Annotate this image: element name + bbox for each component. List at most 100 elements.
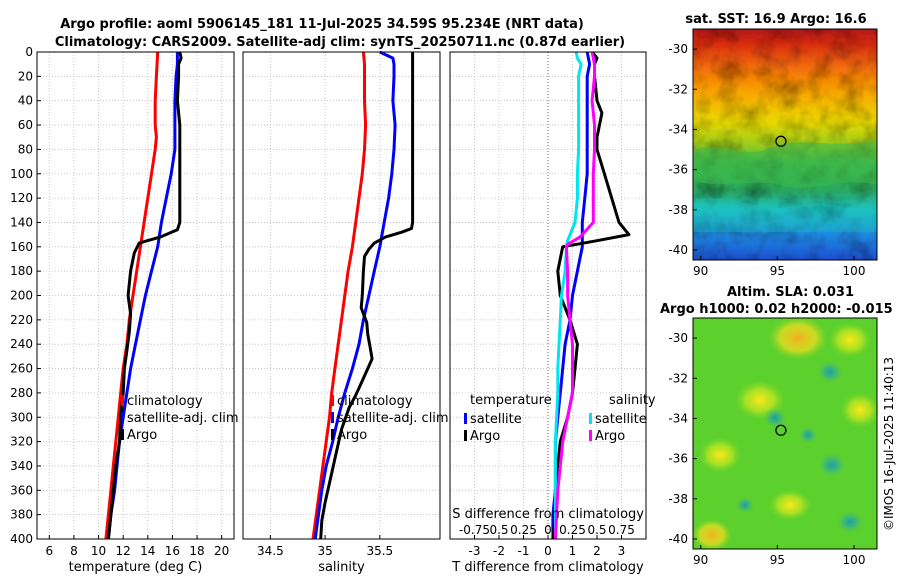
y-tick-label: 20 xyxy=(18,69,33,83)
map-y-tick-label: -34 xyxy=(668,411,688,425)
y-tick-label: 320 xyxy=(10,435,33,449)
sla-map-frame xyxy=(692,317,878,550)
x-tick-label: -3 xyxy=(469,544,481,558)
y-tick-label: 400 xyxy=(10,532,33,546)
y-tick-label: 60 xyxy=(18,118,33,132)
legend-label: climatology xyxy=(127,394,203,409)
series-line-argo xyxy=(106,51,183,540)
sla-yellow-blob xyxy=(698,437,742,473)
legend-swatch xyxy=(589,430,592,441)
sst-cyan-front xyxy=(693,198,877,232)
y-tick-label: 140 xyxy=(10,215,33,229)
legend-label: Argo xyxy=(337,428,367,443)
legend-swatch xyxy=(121,412,124,423)
map-y-tick-label: -34 xyxy=(668,122,688,136)
legend-swatch xyxy=(121,429,124,440)
sla-map-title-line2: Argo h1000: 0.02 h2000: -0.015 xyxy=(660,302,893,317)
sst-map-panel: sat. SST: 16.9 Argo: 16.6 90 95 100 -30 -32 -… xyxy=(668,12,878,278)
legend-swatch xyxy=(331,395,334,406)
legend-swatch xyxy=(464,413,467,424)
sla-blue-eddy xyxy=(817,452,847,478)
y-tick-label: 220 xyxy=(10,313,33,327)
x-tick-label: 1 xyxy=(569,544,577,558)
series-line-temperature-argo xyxy=(551,51,631,540)
sla-map-title-line1: Altim. SLA: 0.031 xyxy=(727,285,854,300)
sst-map-frame xyxy=(692,28,878,261)
x-tick-label: 18 xyxy=(189,544,204,558)
x-tick-label: -1 xyxy=(518,544,530,558)
map-y-tick-label: -32 xyxy=(668,82,688,96)
sla-argo-position-marker xyxy=(775,424,787,436)
x-tick-label: 8 xyxy=(70,544,78,558)
map-y-tick-label: -40 xyxy=(668,532,688,546)
sla-map-panel: Altim. SLA: 0.031 Argo h1000: 0.02 h2000… xyxy=(660,285,893,567)
map-x-tick-label: 95 xyxy=(770,264,785,278)
y-tick-label: 280 xyxy=(10,386,33,400)
x-tick-label: 35 xyxy=(317,544,332,558)
sla-blue-eddy xyxy=(735,496,755,514)
sla-yellow-blob xyxy=(768,489,812,521)
x-tick-label: 10 xyxy=(91,544,106,558)
s-tick-label: 0.5 xyxy=(587,523,606,537)
map-y-tick-label: -30 xyxy=(668,42,688,56)
top-axis-label: S difference from climatology xyxy=(452,507,644,522)
s-tick-label: 0.25 xyxy=(559,523,586,537)
legend-label: satellite xyxy=(470,412,522,427)
legend-label: Argo xyxy=(595,429,625,444)
s-tick-label: 0.25 xyxy=(510,523,537,537)
y-tick-label: 380 xyxy=(10,508,33,522)
difference-profile-panel: -3 -2 -1 0 1 2 3 T difference from climatology S… xyxy=(449,51,656,575)
y-tick-label: 160 xyxy=(10,240,33,254)
sst-argo-position-marker xyxy=(775,135,787,147)
sla-blue-eddy xyxy=(763,407,787,429)
y-tick-label: 260 xyxy=(10,362,33,376)
legend-swatch xyxy=(464,430,467,441)
y-tick-label: 360 xyxy=(10,483,33,497)
sst-green-tongue xyxy=(693,140,877,188)
map-y-tick-label: -32 xyxy=(668,371,688,385)
legend-label: climatology xyxy=(337,394,413,409)
sla-yellow-blob xyxy=(828,322,872,358)
sla-blue-eddy xyxy=(816,360,844,384)
s-tick-label: 0.5 xyxy=(489,523,508,537)
map-y-tick-label: -36 xyxy=(668,452,688,466)
legend-label: satellite-adj. clim xyxy=(337,411,449,426)
x-tick-label: 20 xyxy=(214,544,229,558)
x-tick-label: 34.5 xyxy=(257,544,284,558)
sla-yellow-blob xyxy=(692,519,732,551)
legend-header: salinity xyxy=(609,393,656,408)
plot-frame xyxy=(36,51,235,540)
series-line-climatology xyxy=(104,51,160,540)
legend-swatch xyxy=(589,413,592,424)
map-y-tick-label: -38 xyxy=(668,203,688,217)
legend-label: Argo xyxy=(127,428,157,443)
legend-label: satellite-adj. clim xyxy=(127,411,239,426)
x-tick-label: 6 xyxy=(45,544,53,558)
map-x-tick-label: 100 xyxy=(843,553,866,567)
map-y-tick-label: -40 xyxy=(668,243,688,257)
s-tick-label: 0 xyxy=(544,523,552,537)
legend-swatch xyxy=(331,412,334,423)
legend-label: Argo xyxy=(470,429,500,444)
legend-header: temperature xyxy=(470,393,552,408)
figure-title-line1: Argo profile: aoml 5906145_181 11-Jul-20… xyxy=(60,17,584,32)
x-tick-label: 12 xyxy=(116,544,131,558)
map-y-tick-label: -36 xyxy=(668,163,688,177)
map-y-tick-label: -30 xyxy=(668,331,688,345)
imos-watermark: ©IMOS 16-Jul-2025 11:40:13 xyxy=(882,357,896,531)
sst-map-title: sat. SST: 16.9 Argo: 16.6 xyxy=(685,12,866,27)
legend-swatch xyxy=(331,429,334,440)
map-x-tick-label: 95 xyxy=(770,553,785,567)
sla-yellow-blob xyxy=(768,316,828,360)
x-tick-label: 14 xyxy=(140,544,155,558)
y-tick-label: 80 xyxy=(18,142,33,156)
y-tick-label: 240 xyxy=(10,337,33,351)
x-tick-label: 3 xyxy=(618,544,626,558)
figure-title-line2: Climatology: CARS2009. Satellite-adj cli… xyxy=(55,35,625,50)
map-x-tick-label: 90 xyxy=(693,553,708,567)
sla-yellow-blob xyxy=(840,392,880,428)
series-line-climatology xyxy=(311,51,368,540)
sla-blue-eddy xyxy=(798,426,818,444)
